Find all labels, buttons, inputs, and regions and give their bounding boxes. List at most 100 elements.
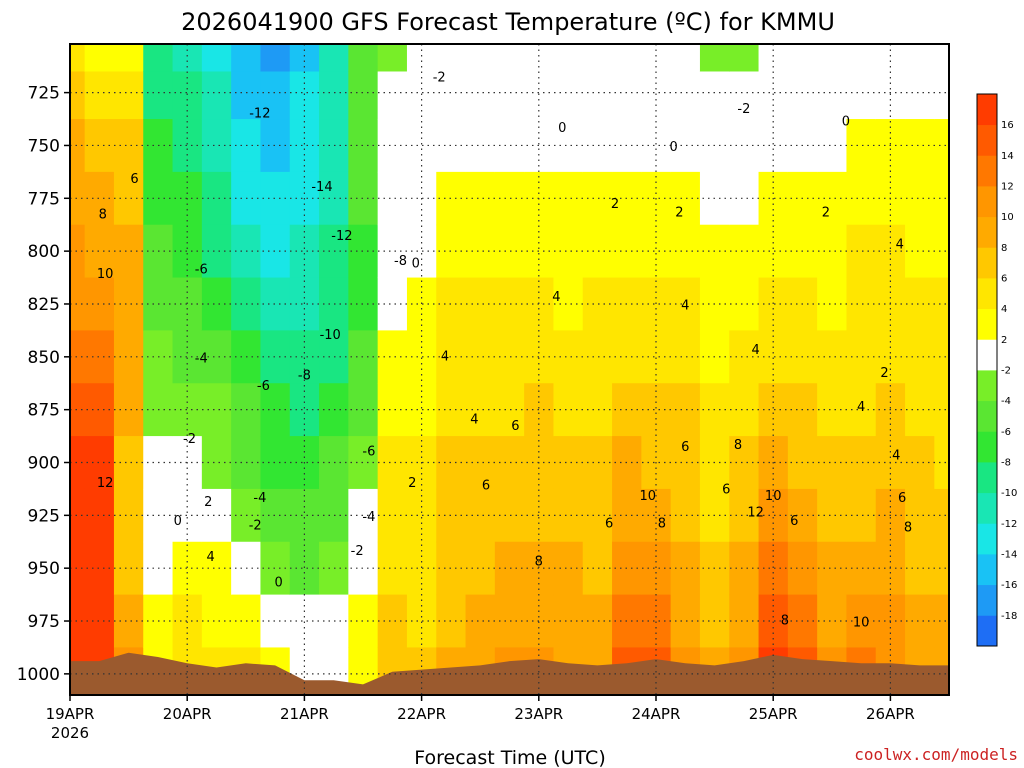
heatmap-cell [113, 119, 144, 173]
heatmap-cell [377, 436, 408, 490]
colorbar-swatch [977, 584, 997, 616]
colorbar-tick-label: -12 [1001, 519, 1017, 530]
heatmap-cell [817, 44, 847, 72]
heatmap-cell [377, 277, 408, 331]
colorbar-tick-label: 8 [1001, 243, 1007, 254]
heatmap-cell [465, 171, 496, 226]
colorbar-frame [976, 93, 998, 647]
heatmap-cell [84, 71, 115, 120]
x-tick-label: 20APR [163, 705, 212, 723]
heatmap-cell [934, 224, 949, 279]
heatmap-cell [729, 171, 760, 226]
heatmap-cell [582, 44, 613, 72]
contour-label: 6 [790, 514, 798, 529]
y-tick-label: 1000 [17, 665, 60, 685]
heatmap-cell [113, 171, 144, 226]
heatmap-cell [289, 488, 320, 543]
colorbar-tick-label: -6 [1001, 427, 1011, 438]
heatmap-cell [406, 44, 437, 72]
heatmap-cell [70, 171, 86, 226]
heatmap-cell [70, 71, 86, 120]
chart-title: 2026041900 GFS Forecast Temperature (ºC)… [181, 8, 835, 36]
heatmap-cell [436, 71, 467, 120]
heatmap-cell [70, 488, 86, 543]
heatmap-cell [905, 277, 935, 331]
colorbar-swatch [977, 155, 997, 187]
heatmap-cell [524, 44, 554, 72]
contour-label: 4 [892, 449, 900, 464]
heatmap-cell [729, 383, 760, 437]
heatmap-cell [70, 594, 86, 648]
heatmap-cell [817, 488, 847, 543]
heatmap-cell [465, 330, 496, 384]
heatmap-cell [172, 71, 203, 120]
heatmap-cell [729, 277, 760, 331]
contour-label: 0 [274, 575, 282, 590]
heatmap-cell [905, 594, 935, 648]
contour-label: 2 [880, 366, 888, 381]
heatmap-cell [641, 594, 672, 648]
colorbar-tick-label: 10 [1001, 212, 1014, 223]
contour-label: 6 [482, 478, 490, 493]
heatmap-cell [465, 119, 496, 173]
colorbar: 16 14 12 10 8 6 4 2 -2 -4 -6 -8 -10 -12 -14 -16 -18 [976, 93, 1017, 647]
heatmap-cell [465, 488, 496, 543]
contour-label: 10 [853, 616, 870, 631]
heatmap-cell [934, 44, 949, 72]
heatmap-cell [582, 71, 613, 120]
contour-label: 8 [734, 438, 742, 453]
heatmap-cell [817, 171, 847, 226]
heatmap-cell [846, 119, 877, 173]
heatmap-cell [201, 330, 232, 384]
x-axis-label: Forecast Time (UTC) [414, 747, 605, 768]
credit-link[interactable]: coolwx.com/models [854, 745, 1018, 764]
heatmap-cell [729, 330, 760, 384]
x-tick-sublabel: 2026 [51, 724, 89, 742]
heatmap-cell [817, 71, 847, 120]
heatmap-cell [553, 594, 584, 648]
terrain-surface [70, 652, 949, 695]
heatmap-cell [201, 594, 232, 648]
heatmap-cell [553, 436, 584, 490]
contour-label: 0 [558, 121, 566, 136]
heatmap-cell [289, 71, 320, 120]
contour-label: 2 [408, 476, 416, 491]
heatmap-cell [846, 224, 877, 279]
heatmap-cell [70, 383, 86, 437]
heatmap-cell [846, 541, 877, 596]
heatmap-cell [846, 488, 877, 543]
colorbar-swatch [977, 431, 997, 463]
heatmap-cell [670, 44, 701, 72]
colorbar-swatch [977, 247, 997, 279]
heatmap-cell [113, 224, 144, 279]
heatmap-cell [465, 383, 496, 437]
contour-label: 4 [441, 349, 449, 364]
colorbar-tick-label: 6 [1001, 274, 1007, 285]
heatmap-cell [70, 224, 86, 279]
contour-label: 2 [611, 197, 619, 212]
contour-label: -4 [362, 510, 375, 525]
heatmap-cell [641, 224, 672, 279]
heatmap-cell [699, 44, 730, 72]
colorbar-tick-label: -2 [1001, 366, 1011, 377]
contour-label: -10 [320, 328, 341, 343]
heatmap-cell [729, 71, 760, 120]
y-tick-label: 775 [28, 189, 60, 209]
heatmap-cell [377, 119, 408, 173]
colorbar-tick-label: 12 [1001, 182, 1014, 193]
heatmap-cell [377, 383, 408, 437]
heatmap-cell [319, 44, 349, 72]
heatmap-cell [553, 330, 584, 384]
heatmap-cell [231, 71, 261, 120]
heatmap-cell [289, 277, 320, 331]
contour-label: -12 [249, 106, 270, 121]
heatmap-cell [875, 44, 906, 72]
colorbar-tick-label: -14 [1001, 550, 1017, 561]
heatmap-cell [641, 277, 672, 331]
contour-label: 8 [658, 516, 666, 531]
colorbar-tick-label: -4 [1001, 396, 1011, 407]
heatmap-cell [729, 44, 760, 72]
heatmap-cell [553, 383, 584, 437]
heatmap-cell [436, 44, 467, 72]
